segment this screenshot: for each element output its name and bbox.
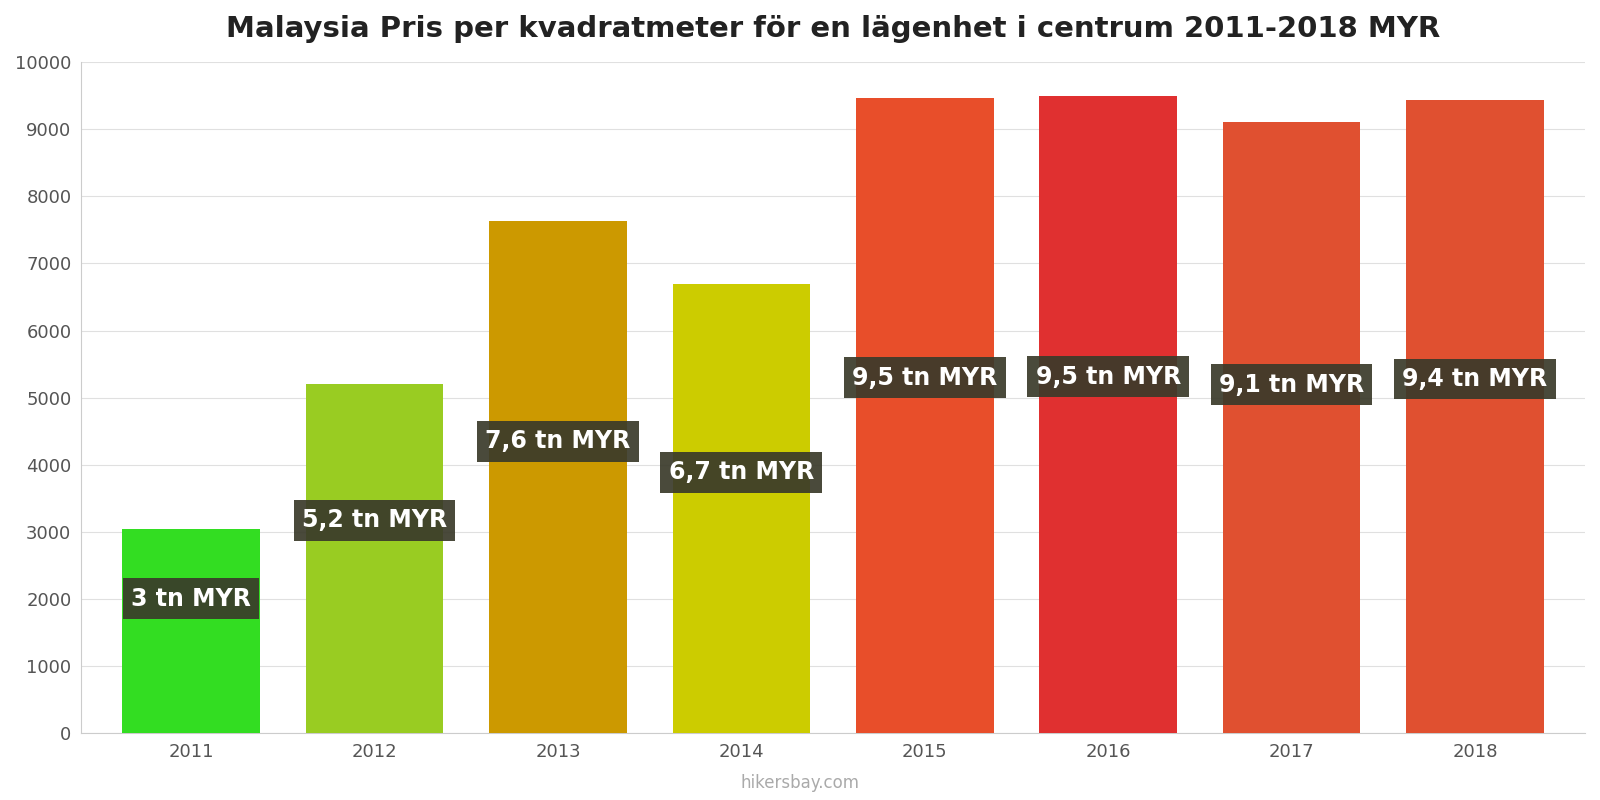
Bar	[1406, 100, 1544, 734]
Text: 9,1 tn MYR: 9,1 tn MYR	[1219, 373, 1365, 397]
Text: 9,5 tn MYR: 9,5 tn MYR	[1035, 365, 1181, 389]
Bar	[1040, 96, 1178, 734]
Bar	[306, 384, 443, 734]
Title: Malaysia Pris per kvadratmeter för en lägenhet i centrum 2011-2018 MYR: Malaysia Pris per kvadratmeter för en lä…	[226, 15, 1440, 43]
Bar	[856, 98, 994, 734]
Text: 3 tn MYR: 3 tn MYR	[131, 586, 251, 610]
Bar	[490, 221, 627, 734]
Text: hikersbay.com: hikersbay.com	[741, 774, 859, 792]
Text: 9,5 tn MYR: 9,5 tn MYR	[853, 366, 997, 390]
Text: 5,2 tn MYR: 5,2 tn MYR	[302, 508, 446, 532]
Bar	[672, 283, 810, 734]
Bar	[122, 530, 259, 734]
Bar	[1222, 122, 1360, 734]
Text: 9,4 tn MYR: 9,4 tn MYR	[1402, 366, 1547, 390]
Text: 6,7 tn MYR: 6,7 tn MYR	[669, 461, 814, 485]
Text: 7,6 tn MYR: 7,6 tn MYR	[485, 430, 630, 454]
